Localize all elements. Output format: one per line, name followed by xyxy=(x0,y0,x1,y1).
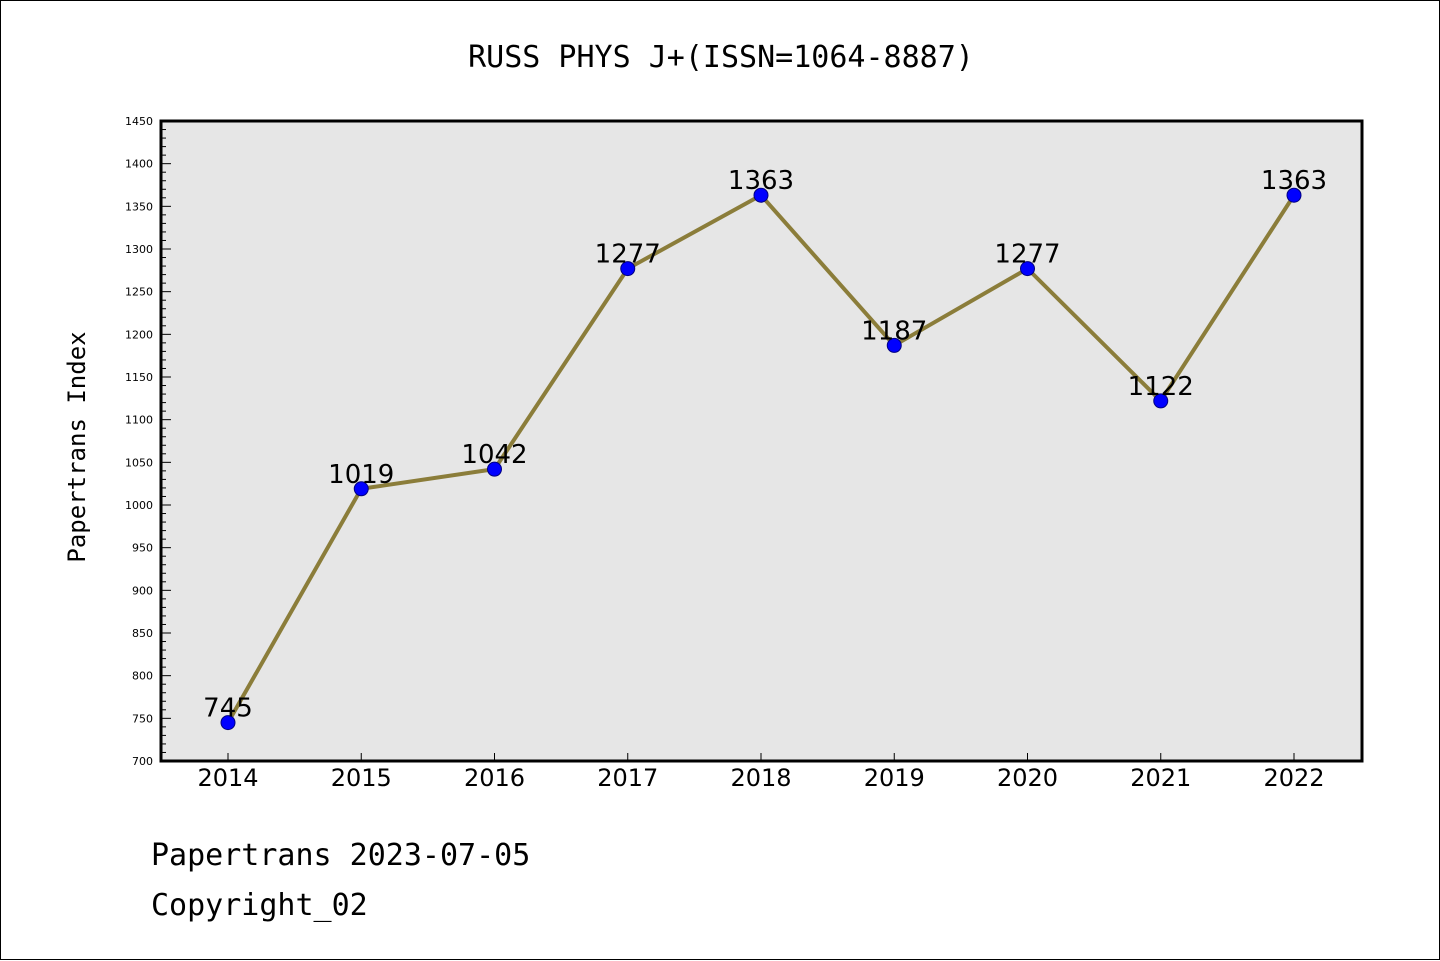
data-label: 1122 xyxy=(1128,372,1194,402)
chart-title: RUSS PHYS J+(ISSN=1064-8887) xyxy=(468,40,974,75)
data-point-marker xyxy=(487,461,502,477)
data-label: 1187 xyxy=(861,316,927,346)
data-labels-group: 745 1019 1042 1277 1363 1187 1277 1122 1363 xyxy=(203,166,1327,723)
plot-border xyxy=(159,119,1364,763)
y-tick-label: 850 xyxy=(132,627,153,640)
markers-group xyxy=(220,187,1302,731)
data-label: 1363 xyxy=(728,166,794,196)
y-tick-label: 1300 xyxy=(125,243,153,256)
data-label: 1042 xyxy=(461,440,527,470)
data-point-marker xyxy=(620,261,636,277)
data-point-marker xyxy=(753,187,769,203)
footer-source: Papertrans 2023-07-05 xyxy=(151,838,530,873)
data-point-marker xyxy=(1020,261,1035,277)
data-point-marker xyxy=(1153,393,1169,409)
footer-copyright: Copyright_02 xyxy=(151,888,368,923)
plot-area xyxy=(161,121,1362,761)
y-tick-label: 1050 xyxy=(125,456,153,469)
y-tick-label: 1250 xyxy=(125,286,153,299)
x-tick-label: 2020 xyxy=(997,764,1058,792)
y-tick-label: 900 xyxy=(132,584,153,597)
data-point-marker xyxy=(220,715,236,731)
y-tick-label: 1150 xyxy=(125,371,153,384)
y-axis-label: Papertrans Index xyxy=(63,331,91,562)
data-point-marker xyxy=(1286,187,1302,203)
y-tick-label: 700 xyxy=(132,755,153,768)
y-tick-label: 1100 xyxy=(125,414,153,427)
x-tick-label: 2014 xyxy=(197,764,258,792)
y-tick-label: 1450 xyxy=(125,115,153,128)
data-label: 745 xyxy=(203,694,253,724)
data-label: 1277 xyxy=(595,240,661,270)
x-tick-label: 2018 xyxy=(730,764,791,792)
axis-ticks: 700 750 800 850 900 950 1000 1050 1100 1150 1200 12… xyxy=(125,115,1325,792)
y-tick-label: 1350 xyxy=(125,200,153,213)
y-tick-label: 800 xyxy=(132,670,153,683)
data-label: 1277 xyxy=(994,240,1060,270)
x-tick-label: 2019 xyxy=(864,764,925,792)
data-label: 1363 xyxy=(1261,166,1327,196)
data-point-marker xyxy=(353,481,369,497)
y-tick-label: 1400 xyxy=(125,158,153,171)
y-tick-label: 750 xyxy=(132,712,153,725)
x-tick-label: 2022 xyxy=(1263,764,1324,792)
x-tick-label: 2015 xyxy=(331,764,392,792)
x-tick-label: 2016 xyxy=(464,764,525,792)
y-tick-label: 950 xyxy=(132,542,153,555)
data-label: 1019 xyxy=(328,460,394,490)
x-tick-label: 2017 xyxy=(597,764,658,792)
y-tick-label: 1000 xyxy=(125,499,153,512)
x-tick-label: 2021 xyxy=(1130,764,1191,792)
data-point-marker xyxy=(886,337,902,353)
y-tick-label: 1200 xyxy=(125,328,153,341)
